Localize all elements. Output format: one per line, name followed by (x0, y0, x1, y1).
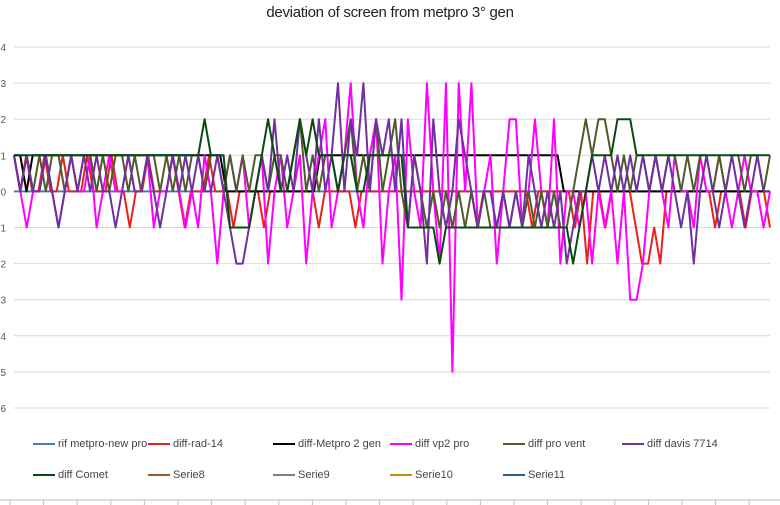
legend-item: diff vp2 pro (390, 438, 469, 450)
y-tick-label: 1 (0, 224, 6, 235)
legend-swatch (273, 443, 295, 445)
y-tick-label: 3 (0, 79, 6, 90)
gridlines (14, 46, 770, 409)
legend-swatch (503, 443, 525, 445)
legend-swatch (33, 474, 55, 476)
y-tick-label: 5 (0, 368, 6, 379)
legend-label: diff vp2 pro (415, 438, 470, 450)
chart-title: deviation of screen from metpro 3° gen (266, 4, 514, 21)
legend-label: Serie10 (415, 469, 453, 481)
legend-swatch (148, 474, 170, 476)
y-tick-label: 2 (0, 115, 6, 126)
legend-label: diff-rad-14 (173, 438, 223, 450)
legend-item: Serie10 (390, 469, 453, 481)
x-axis (0, 499, 780, 505)
legend-item: rif metpro-new pro (33, 438, 147, 450)
legend-item: Serie11 (503, 469, 565, 481)
legend-label: Serie8 (173, 469, 205, 481)
y-tick-label: 2 (0, 260, 6, 271)
series-lines (13, 82, 771, 373)
legend-label: diff davis 7714 (647, 438, 718, 450)
legend-item: Serie9 (273, 469, 330, 481)
y-tick-label: 6 (0, 404, 6, 415)
y-tick-label: 3 (0, 296, 6, 307)
y-tick-label: 4 (0, 332, 6, 343)
legend-label: diff pro vent (528, 438, 586, 450)
series-line-diff-comet (14, 118, 770, 265)
y-tick-labels: 4 3 2 1 0 1 2 3 4 5 6 (0, 43, 6, 415)
legend-swatch (148, 443, 170, 445)
legend-swatch (273, 474, 295, 476)
legend-swatch (33, 443, 55, 445)
legend-label: Serie9 (298, 469, 330, 481)
legend-label: diff-Metpro 2 gen (298, 438, 381, 450)
legend-swatch (390, 443, 412, 445)
legend-item: diff-rad-14 (148, 438, 223, 450)
legend-swatch (390, 474, 412, 476)
legend-item: diff Comet (33, 469, 108, 481)
legend-item: diff-Metpro 2 gen (273, 438, 381, 450)
legend-label: diff Comet (58, 469, 108, 481)
y-tick-label: 1 (0, 151, 6, 162)
y-tick-label: 4 (0, 43, 6, 54)
legend: rif metpro-new pro diff-rad-14 diff-Metpro… (0, 430, 780, 490)
legend-swatch (622, 443, 644, 445)
legend-label: rif metpro-new pro (58, 438, 148, 450)
y-tick-label: 0 (0, 187, 6, 198)
legend-swatch (503, 474, 525, 476)
legend-label: Serie11 (528, 469, 566, 481)
legend-item: diff pro vent (503, 438, 585, 450)
legend-item: Serie8 (148, 469, 205, 481)
legend-item: diff davis 7714 (622, 438, 718, 450)
